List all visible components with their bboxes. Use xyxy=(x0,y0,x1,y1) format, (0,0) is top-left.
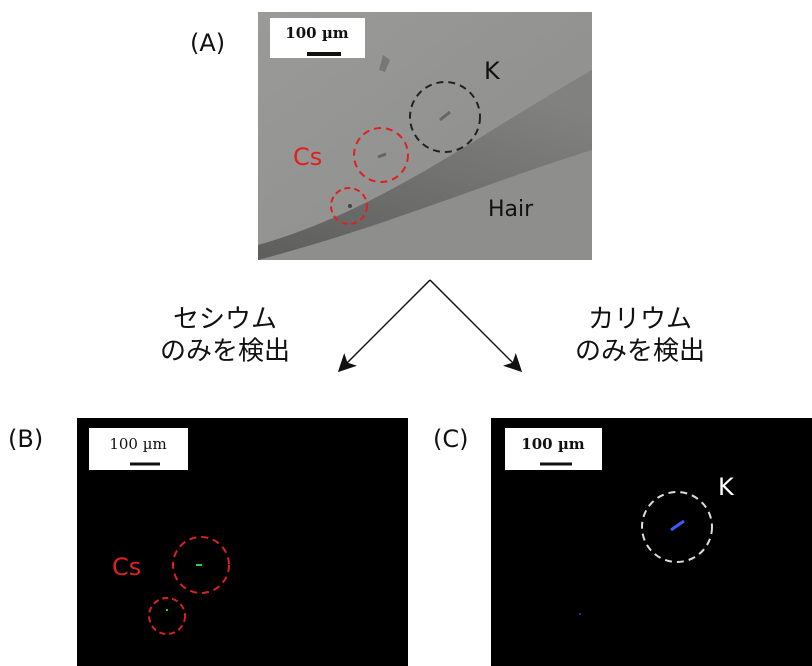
scale-bar-label: 100 µm xyxy=(521,435,585,453)
micrograph-a xyxy=(258,12,592,260)
annotation: Cs xyxy=(112,553,141,581)
annotation: Hair xyxy=(488,197,534,222)
figure: (A) 100 µm K Cs Hair セシウム のみを検出 カリウム のみを… xyxy=(0,0,812,666)
annotation: K xyxy=(484,57,501,85)
arrow-label: カリウム xyxy=(588,305,692,335)
arrow xyxy=(430,280,520,370)
scale-bar-label: 100 µm xyxy=(109,435,166,453)
panel-label: (B) xyxy=(8,425,43,453)
page: (A) 100 µm K Cs Hair セシウム のみを検出 カリウム のみを… xyxy=(0,0,812,666)
annotation: K xyxy=(718,473,735,501)
micrograph-b xyxy=(77,418,408,666)
scale-bar-label: 100 µm xyxy=(285,24,349,42)
arrow xyxy=(340,280,430,370)
arrow-label: のみを検出 xyxy=(160,337,290,367)
panel-label: (C) xyxy=(433,425,468,453)
arrow-label: セシウム xyxy=(173,305,277,335)
arrow-label: のみを検出 xyxy=(575,337,705,367)
micrograph-c xyxy=(491,418,812,666)
annotation: Cs xyxy=(293,143,322,171)
panel-label: (A) xyxy=(190,29,225,57)
